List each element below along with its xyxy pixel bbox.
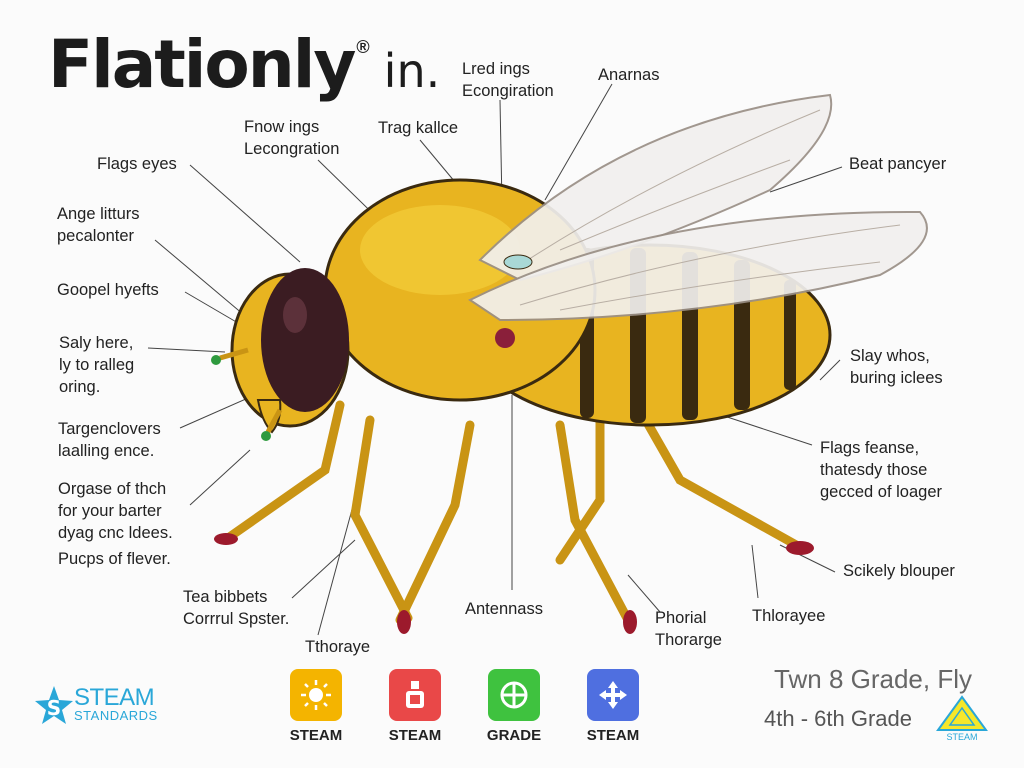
badge-label: STEAM xyxy=(388,727,442,744)
svg-text:S: S xyxy=(47,696,61,720)
badge-label: STEAM xyxy=(586,727,640,744)
title-suffix: in. xyxy=(383,44,441,98)
sun-icon xyxy=(290,669,342,721)
label-pucps: Pucps of flever. xyxy=(58,550,171,568)
badge-label: STEAM xyxy=(289,727,343,744)
label-ange-litturs: Ange litturs pecalonter xyxy=(57,205,140,245)
label-goopel: Goopel hyefts xyxy=(57,281,159,299)
label-slay-whos: Slay whos, buring iclees xyxy=(850,347,943,387)
badge-steam-flask[interactable]: STEAM xyxy=(375,669,455,744)
page-title: Flationly ® in. xyxy=(48,26,440,103)
label-beat-pancyer: Beat pancyer xyxy=(849,155,947,173)
label-tthoraye: Tthoraye xyxy=(305,638,371,656)
label-flags-feanse: Flags feanse, thatesdy those gecced of l… xyxy=(820,439,943,501)
badge-steam-sun[interactable]: STEAM xyxy=(276,669,356,744)
label-fnow-ings: Fnow ings Lecongration xyxy=(244,118,340,158)
label-saly-here: Saly here, ly to ralleg oring. xyxy=(59,334,135,396)
grade-line1: Twn 8 Grade, Fly xyxy=(774,664,972,694)
badge-grade-gear[interactable]: GRADE xyxy=(474,669,554,744)
star-s-icon: S xyxy=(35,686,73,724)
badge-steam-arrows[interactable]: STEAM xyxy=(573,669,653,744)
logo-line2: STANDARDS xyxy=(74,708,158,723)
label-phorial: Phorial Thorarge xyxy=(655,609,722,649)
label-targenclovers: Targenclovers laalling ence. xyxy=(58,420,161,460)
wings xyxy=(468,93,928,322)
label-antennass: Antennass xyxy=(465,600,543,618)
spiracles xyxy=(495,328,515,348)
label-thlorayee: Thlorayee xyxy=(752,607,826,625)
antennae xyxy=(211,347,283,441)
tri-label: STEAM xyxy=(946,732,977,742)
gear-icon xyxy=(488,669,540,721)
registered-mark: ® xyxy=(356,37,370,57)
badge-label: GRADE xyxy=(486,727,542,744)
label-lred-ings: Lred ings Econgiration xyxy=(462,60,554,100)
label-orgase: Orgase of thch for your barter dyag cnc … xyxy=(58,480,173,542)
label-flags-eyes: Flags eyes xyxy=(97,155,177,173)
leg-tips xyxy=(214,533,814,634)
flask-icon xyxy=(389,669,441,721)
steam-triangle-icon: STEAM xyxy=(936,695,988,742)
arrows-icon xyxy=(587,669,639,721)
legs xyxy=(223,400,803,625)
grade-line2: 4th - 6th Grade xyxy=(764,706,912,731)
logo-line1: STEAM xyxy=(74,684,155,711)
label-trag-kallce: Trag kallce xyxy=(378,119,459,137)
label-scikely: Scikely blouper xyxy=(843,562,955,580)
compound-eye xyxy=(261,268,349,412)
leader-lines xyxy=(147,83,843,636)
steam-standards-logo: S STEAM STANDARDS xyxy=(34,684,158,730)
label-anarnas: Anarnas xyxy=(598,66,660,84)
head xyxy=(230,268,350,434)
title-text: Flationly xyxy=(48,26,356,103)
label-tea-bibbets: Tea bibbets Corrrul Spster. xyxy=(183,588,290,628)
